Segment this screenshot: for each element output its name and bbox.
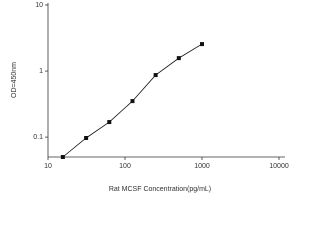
chart: Rat MCSF Concentration(pg/mL) OD=450nm 1… — [11, 2, 289, 193]
data-point — [153, 73, 158, 78]
x-axis-label: Rat MCSF Concentration(pg/mL) — [109, 186, 211, 193]
y-tick-label: 1 — [39, 68, 43, 75]
x-tick-label: 100 — [119, 163, 131, 170]
data-point — [130, 99, 135, 104]
data-point — [84, 135, 89, 140]
x-tick-label: 10000 — [269, 163, 289, 170]
data-point — [176, 56, 181, 61]
x-tick-label: 1000 — [194, 163, 210, 170]
data-point — [60, 155, 65, 159]
y-axis-label: OD=450nm — [11, 62, 18, 98]
page: {"chart_data": {"type": "scatter", "x_la… — [10, 1, 289, 193]
y-tick-label: 10 — [35, 2, 43, 9]
data-point — [107, 120, 112, 125]
data-point — [200, 42, 204, 47]
y-tick-label: 0.1 — [33, 134, 43, 141]
x-tick-label: 10 — [44, 163, 52, 170]
